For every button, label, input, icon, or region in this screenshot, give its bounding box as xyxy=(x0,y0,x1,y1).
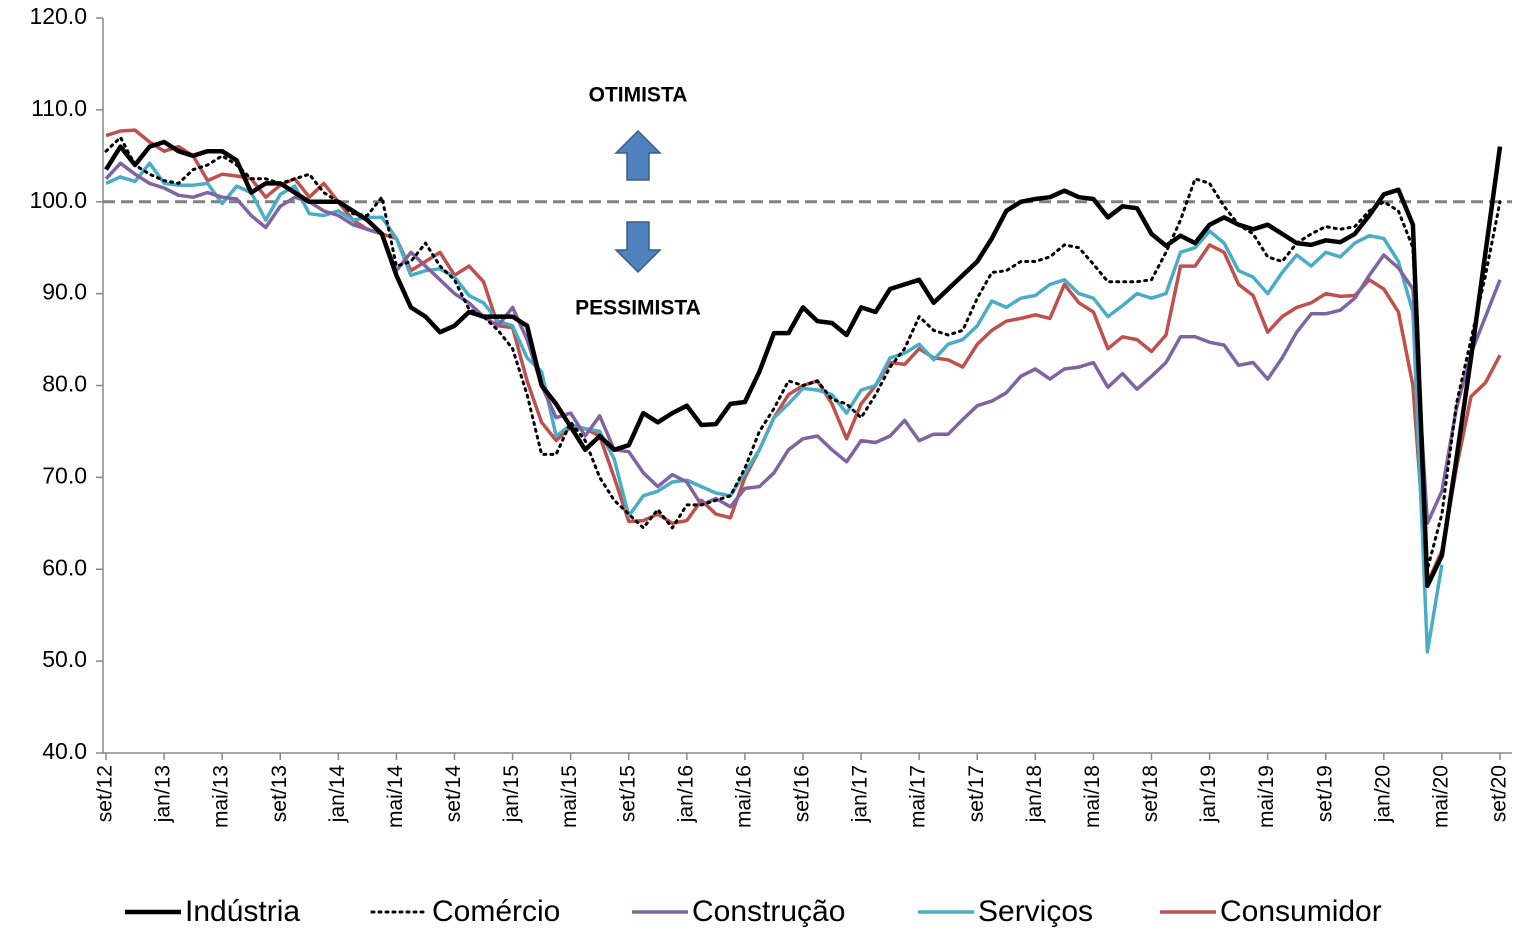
x-tick-label: mai/18 xyxy=(1081,765,1104,828)
y-tick-label: 50.0 xyxy=(42,646,87,672)
x-tick-label: mai/17 xyxy=(907,765,930,828)
legend-label: Consumidor xyxy=(1220,895,1382,928)
x-tick-label: mai/19 xyxy=(1255,765,1278,828)
x-tick-label: set/20 xyxy=(1488,765,1511,822)
legend-label: Construção xyxy=(692,895,845,928)
x-tick-label: mai/14 xyxy=(384,765,407,828)
series-line xyxy=(105,128,1502,585)
series-line xyxy=(104,161,1502,526)
x-tick-label: set/18 xyxy=(1139,765,1162,822)
y-tick-label: 90.0 xyxy=(42,279,87,305)
annotation: PESSIMISTA xyxy=(575,297,701,320)
x-tick-label: set/17 xyxy=(965,765,988,822)
x-tick-label: jan/19 xyxy=(1197,765,1220,823)
x-tick-label: jan/18 xyxy=(1023,765,1046,823)
y-tick-label: 60.0 xyxy=(42,554,87,580)
legend-label: Serviços xyxy=(978,895,1093,928)
x-tick-label: jan/16 xyxy=(674,765,697,823)
y-tick-label: 40.0 xyxy=(42,738,87,764)
down-arrow xyxy=(614,221,662,274)
x-tick-label: jan/15 xyxy=(500,765,523,823)
series-line xyxy=(104,139,1503,589)
x-tick-label: mai/16 xyxy=(732,765,755,828)
legend-label: Comércio xyxy=(432,895,560,928)
y-tick-label: 100.0 xyxy=(29,187,87,213)
x-tick-label: mai/20 xyxy=(1429,765,1452,828)
y-tick-label: 80.0 xyxy=(42,371,87,397)
x-tick-label: jan/14 xyxy=(326,765,349,824)
x-tick-label: jan/20 xyxy=(1371,765,1394,823)
x-tick-label: set/15 xyxy=(616,765,639,822)
x-tick-label: set/14 xyxy=(442,765,465,823)
x-tick-label: set/12 xyxy=(94,765,117,822)
x-tick-label: jan/17 xyxy=(849,765,872,823)
x-tick-label: jan/13 xyxy=(152,765,175,823)
x-tick-label: mai/13 xyxy=(210,765,233,828)
y-tick-label: 70.0 xyxy=(42,462,87,488)
x-tick-label: mai/15 xyxy=(558,765,581,828)
x-tick-label: set/16 xyxy=(791,765,814,822)
annotation: OTIMISTA xyxy=(589,84,688,107)
x-tick-label: set/13 xyxy=(268,765,291,822)
up-arrow xyxy=(614,129,662,181)
legend-label: Indústria xyxy=(185,895,300,928)
y-tick-label: 110.0 xyxy=(31,95,87,121)
y-tick-label: 120.0 xyxy=(29,3,87,29)
x-tick-label: set/19 xyxy=(1313,765,1336,822)
